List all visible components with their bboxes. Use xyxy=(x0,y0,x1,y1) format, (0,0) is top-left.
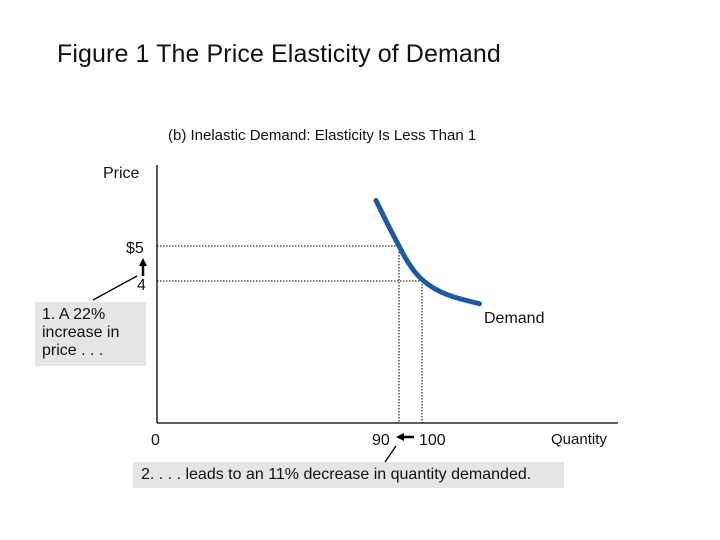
x-tick-label: 100 xyxy=(419,432,446,449)
x-tick-label: 0 xyxy=(151,432,160,449)
chart-title: (b) Inelastic Demand: Elasticity Is Less… xyxy=(168,127,477,144)
y-axis-label: Price xyxy=(103,165,140,182)
series-label-demand: Demand xyxy=(484,310,545,327)
x-tick-label: 90 xyxy=(372,432,390,449)
annotation-leader xyxy=(92,275,138,301)
annotation-quantity-change: 2. . . . leads to an 11% decrease in qua… xyxy=(133,462,564,488)
annotation-leader xyxy=(384,445,397,463)
demand-curve xyxy=(373,198,482,307)
figure-title: Figure 1 The Price Elasticity of Demand xyxy=(57,40,501,68)
annotation-price-change: 1. A 22% increase in price . . . xyxy=(35,302,146,366)
y-tick-label: $5 xyxy=(126,240,144,257)
y-tick-label: 4 xyxy=(137,277,146,294)
x-axis-label: Quantity xyxy=(551,431,607,448)
